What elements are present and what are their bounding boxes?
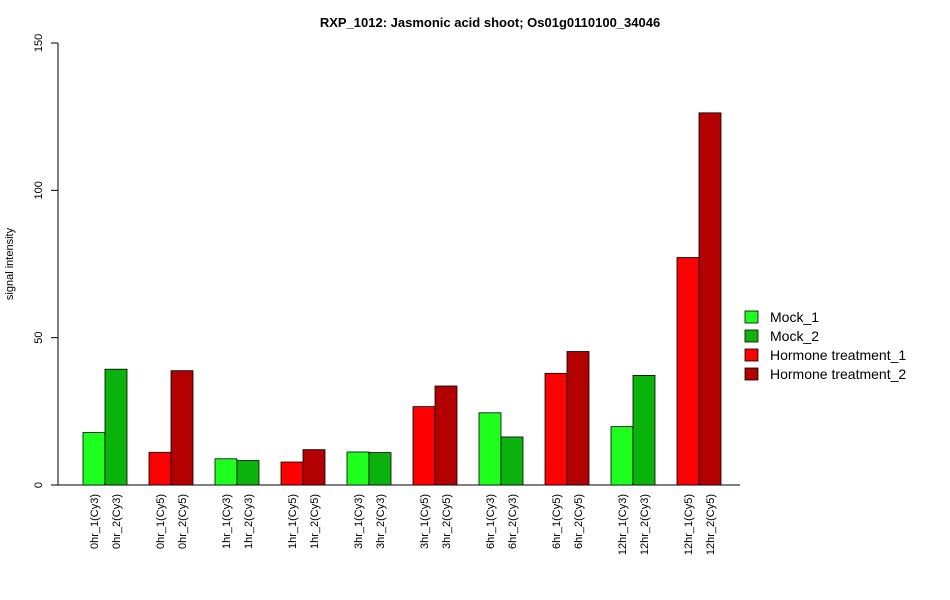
x-tick-label: 3hr_2(Cy3) (375, 494, 387, 549)
bar (478, 412, 502, 486)
legend-swatch (744, 348, 759, 362)
chart-title: RXP_1012: Jasmonic acid shoot; Os01g0110… (320, 15, 660, 30)
bar (82, 432, 106, 486)
x-tick-label: 0hr_1(Cy3) (89, 494, 101, 549)
bar (434, 385, 458, 486)
x-tick-label: 6hr_2(Cy3) (507, 494, 519, 549)
y-axis-label: signal intensity (4, 227, 16, 300)
bar (302, 449, 326, 486)
x-tick-label: 3hr_1(Cy5) (419, 494, 431, 549)
bar (412, 406, 436, 486)
x-tick-label: 6hr_1(Cy5) (551, 494, 563, 549)
x-tick-label: 12hr_2(Cy3) (639, 494, 651, 555)
bar (698, 112, 722, 486)
legend-swatch (744, 310, 759, 324)
bar (346, 451, 370, 486)
bar (170, 370, 194, 486)
bar (610, 426, 634, 486)
x-tick-label: 1hr_2(Cy3) (243, 494, 255, 549)
x-tick-label: 3hr_2(Cy5) (441, 494, 453, 549)
legend-swatch (744, 367, 759, 381)
x-tick-label: 0hr_2(Cy3) (111, 494, 123, 549)
bar (544, 372, 568, 486)
bar (214, 458, 238, 486)
y-tick-label: 100 (33, 181, 45, 199)
y-axis: 0 50 100 150 (33, 34, 59, 488)
y-tick-label: 50 (33, 332, 45, 344)
bar (500, 436, 524, 486)
legend-label: Hormone treatment_1 (770, 347, 906, 363)
x-tick-label: 3hr_1(Cy3) (353, 494, 365, 549)
bar (104, 368, 128, 486)
bar (148, 451, 172, 486)
x-tick-label: 12hr_1(Cy5) (683, 494, 695, 555)
bar (676, 257, 700, 486)
legend-label: Mock_1 (770, 309, 819, 325)
bar (236, 460, 260, 486)
x-tick-label: 1hr_2(Cy5) (309, 494, 321, 549)
bar (632, 374, 656, 486)
x-tick-label: 0hr_2(Cy5) (177, 494, 189, 549)
x-tick-label: 1hr_1(Cy5) (287, 494, 299, 549)
x-tick-label: 6hr_2(Cy5) (573, 494, 585, 549)
legend: Mock_1 Mock_2 Hormone treatment_1 Hormone t… (744, 309, 906, 382)
bar (566, 351, 590, 486)
y-tick-label: 0 (33, 482, 45, 488)
x-tick-labels: 0hr_1(Cy3) 0hr_2(Cy3) 0hr_1(Cy5) 0hr_2(Cy5)… (89, 494, 717, 555)
y-tick-label: 150 (33, 34, 45, 52)
legend-label: Hormone treatment_2 (770, 366, 906, 382)
legend-swatch (744, 329, 759, 343)
x-tick-label: 12hr_1(Cy3) (617, 494, 629, 555)
bar (368, 452, 392, 486)
x-tick-label: 1hr_1(Cy3) (221, 494, 233, 549)
x-tick-label: 6hr_1(Cy3) (485, 494, 497, 549)
x-tick-label: 0hr_1(Cy5) (155, 494, 167, 549)
x-tick-label: 12hr_2(Cy5) (705, 494, 717, 555)
bar (280, 461, 304, 486)
legend-label: Mock_2 (770, 328, 819, 344)
bars (82, 112, 722, 486)
